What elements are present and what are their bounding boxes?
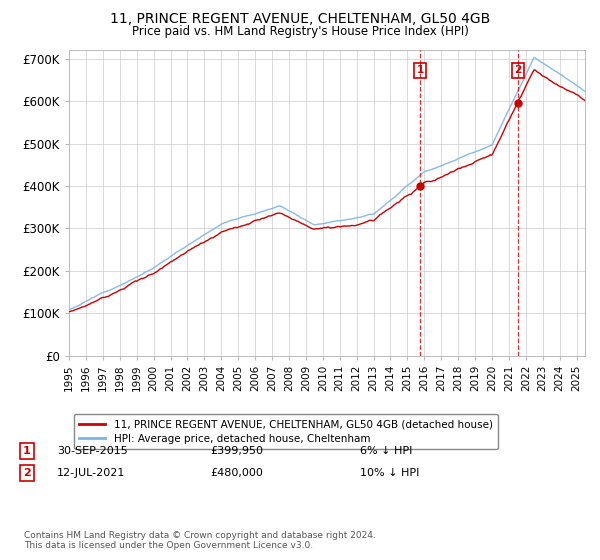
Text: 6% ↓ HPI: 6% ↓ HPI xyxy=(360,446,412,456)
Text: 12-JUL-2021: 12-JUL-2021 xyxy=(57,468,125,478)
Text: 30-SEP-2015: 30-SEP-2015 xyxy=(57,446,128,456)
Text: 11, PRINCE REGENT AVENUE, CHELTENHAM, GL50 4GB: 11, PRINCE REGENT AVENUE, CHELTENHAM, GL… xyxy=(110,12,490,26)
Text: Contains HM Land Registry data © Crown copyright and database right 2024.
This d: Contains HM Land Registry data © Crown c… xyxy=(24,530,376,550)
Text: £480,000: £480,000 xyxy=(210,468,263,478)
Text: 2: 2 xyxy=(514,65,521,75)
Text: £399,950: £399,950 xyxy=(210,446,263,456)
Text: 10% ↓ HPI: 10% ↓ HPI xyxy=(360,468,419,478)
Text: 1: 1 xyxy=(416,65,424,75)
Text: 2: 2 xyxy=(23,468,31,478)
Text: Price paid vs. HM Land Registry's House Price Index (HPI): Price paid vs. HM Land Registry's House … xyxy=(131,25,469,38)
Text: 1: 1 xyxy=(23,446,31,456)
Legend: 11, PRINCE REGENT AVENUE, CHELTENHAM, GL50 4GB (detached house), HPI: Average pr: 11, PRINCE REGENT AVENUE, CHELTENHAM, GL… xyxy=(74,414,498,449)
